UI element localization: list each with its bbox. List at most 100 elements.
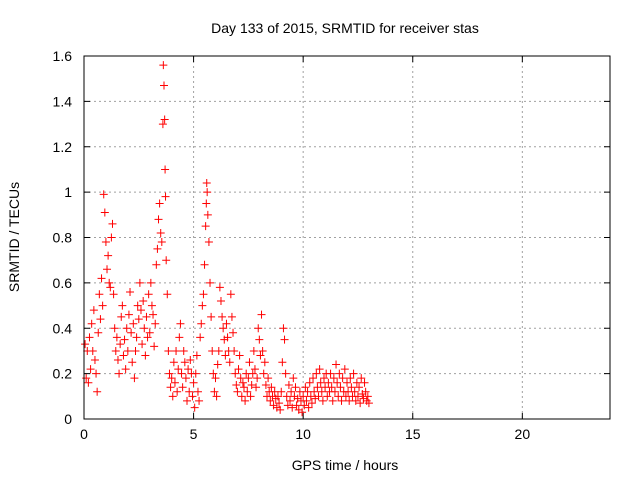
y-tick-label: 0.8 (53, 230, 73, 246)
data-point (101, 238, 110, 247)
data-point (196, 333, 205, 342)
data-point (221, 351, 230, 360)
data-point (122, 324, 131, 333)
data-point (304, 403, 313, 412)
data-point (236, 374, 245, 383)
data-point (178, 383, 187, 392)
y-axis-label: SRMTID / TECUs (6, 182, 22, 292)
data-point (151, 319, 160, 328)
data-point (253, 374, 262, 383)
data-point (225, 358, 234, 367)
data-point (307, 399, 316, 408)
x-tick-label: 10 (295, 426, 311, 442)
data-point (227, 312, 236, 321)
data-point (346, 374, 355, 383)
data-point (112, 333, 121, 342)
data-point (246, 392, 255, 401)
data-point (134, 315, 143, 324)
data-point (222, 319, 231, 328)
y-tick-label: 1.2 (53, 139, 73, 155)
data-point (249, 346, 258, 355)
data-point (174, 365, 183, 374)
chart-title: Day 133 of 2015, SRMTID for receiver sta… (211, 20, 479, 36)
data-point (244, 374, 253, 383)
data-point (84, 378, 93, 387)
data-point (141, 351, 150, 360)
data-point (170, 378, 179, 387)
data-point (142, 312, 151, 321)
y-tick-label: 0 (64, 411, 72, 427)
data-point (334, 392, 343, 401)
data-point (96, 315, 105, 324)
data-point (167, 374, 176, 383)
data-point (335, 369, 344, 378)
data-point (233, 387, 242, 396)
data-point (252, 383, 261, 392)
data-point (340, 365, 349, 374)
data-point (192, 351, 201, 360)
y-tick-label: 1 (64, 184, 72, 200)
data-point (168, 392, 177, 401)
data-point (202, 179, 211, 188)
data-point (152, 260, 161, 269)
data-point (288, 403, 297, 412)
data-point (245, 358, 254, 367)
data-point (144, 290, 153, 299)
data-point (248, 369, 257, 378)
data-point (154, 215, 163, 224)
data-point (363, 392, 372, 401)
data-point (258, 346, 267, 355)
data-point (235, 351, 244, 360)
data-point (110, 324, 119, 333)
data-point (319, 374, 328, 383)
data-point (81, 340, 90, 349)
data-point (349, 369, 358, 378)
data-point (159, 81, 168, 90)
data-point (135, 278, 144, 287)
data-point (219, 324, 228, 333)
data-point (302, 396, 311, 405)
data-point (305, 378, 314, 387)
data-point (232, 380, 241, 389)
data-point (259, 369, 268, 378)
data-point (329, 374, 338, 383)
data-point (356, 399, 365, 408)
data-point (328, 396, 337, 405)
data-point (310, 387, 319, 396)
data-point (357, 374, 366, 383)
data-point (226, 290, 235, 299)
data-point (315, 365, 324, 374)
data-point (243, 387, 252, 396)
data-point (257, 310, 266, 319)
data-point (172, 346, 181, 355)
data-point (323, 392, 332, 401)
data-point (188, 392, 197, 401)
x-axis-label: GPS time / hours (292, 457, 399, 473)
data-point (119, 351, 128, 360)
data-point (343, 378, 351, 387)
data-point (231, 369, 240, 378)
data-point (143, 333, 152, 342)
data-point (352, 378, 361, 387)
data-point (284, 380, 293, 389)
data-point (230, 346, 239, 355)
data-point (292, 401, 301, 410)
data-point (213, 360, 222, 369)
data-point (133, 301, 142, 310)
data-point (256, 351, 265, 360)
data-point (136, 306, 145, 315)
y-tick-label: 1.6 (53, 48, 73, 64)
data-point (181, 374, 190, 383)
data-point (169, 358, 178, 367)
data-point (90, 356, 99, 365)
data-point (86, 365, 95, 374)
y-tick-label: 0.4 (53, 320, 73, 336)
data-point (186, 356, 195, 365)
data-point (309, 374, 318, 383)
data-point (273, 392, 282, 401)
data-point (190, 403, 199, 412)
data-point (350, 387, 359, 396)
data-point (100, 208, 109, 217)
data-point (202, 199, 211, 208)
